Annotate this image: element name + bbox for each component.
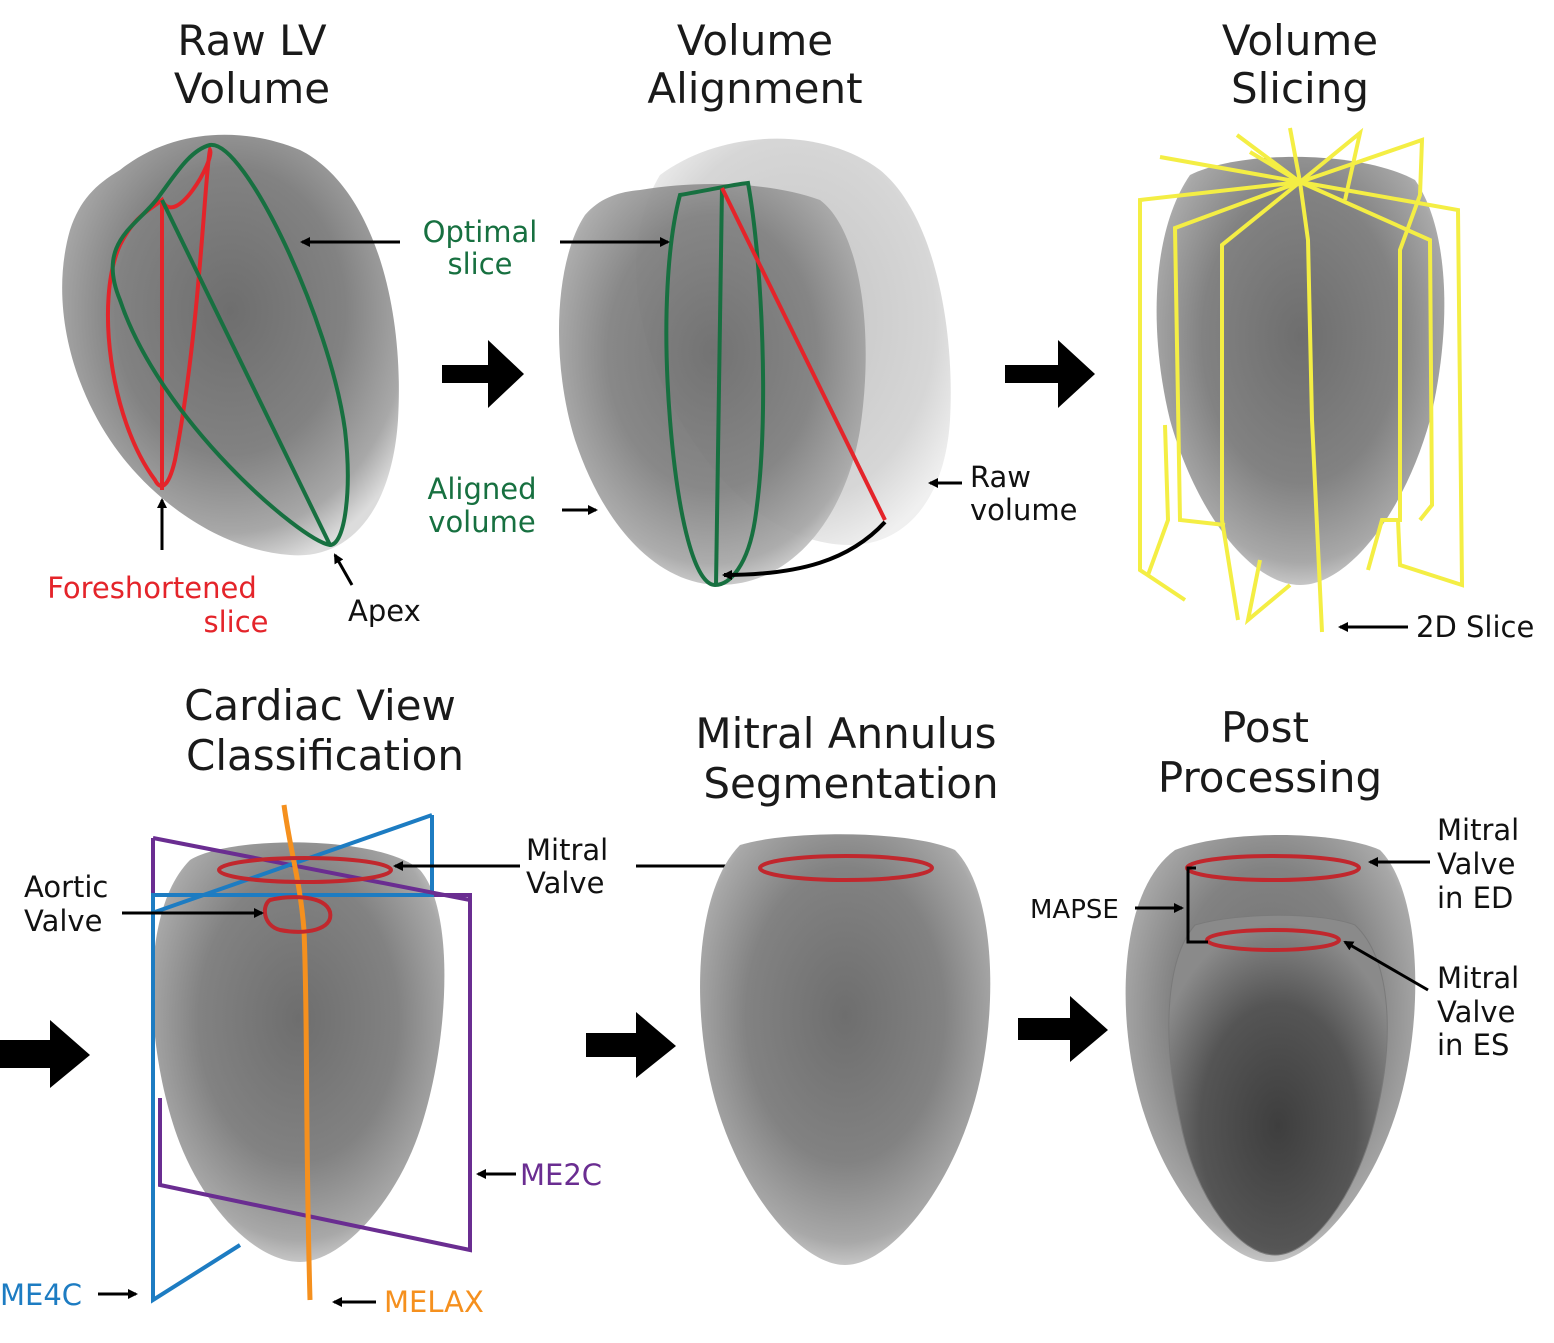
raw-title-line1: Raw LV	[177, 16, 326, 65]
foreshortened-slice-outline	[106, 144, 213, 488]
es-label-line1: Mitral	[1437, 961, 1519, 995]
pipeline-arrow-1	[442, 340, 524, 408]
panel-cardiac-view-classification: Cardiac View Classification Aortic Valve…	[0, 681, 602, 1319]
panel-volume-alignment: Volume Alignment Optimal slice Aligned v…	[423, 16, 1077, 588]
mitral-es-pointer	[1343, 940, 1429, 992]
aortic-label-line1: Aortic	[24, 870, 108, 904]
post-title-line2: Processing	[1158, 753, 1382, 802]
pipeline-arrow-5	[1018, 996, 1108, 1062]
slicing-title-line2: Slicing	[1231, 64, 1369, 113]
panel-mitral-annulus-segmentation: Mitral Annulus Segmentation Mitral Valve	[393, 709, 999, 1265]
melax-label: MELAX	[384, 1285, 484, 1319]
ed-label-line1: Mitral	[1437, 813, 1519, 847]
aortic-label-line2: Valve	[24, 904, 102, 938]
optimal-label-line2: slice	[447, 247, 512, 281]
slice2d-label: 2D Slice	[1416, 610, 1534, 644]
ed-label-line3: in ED	[1437, 881, 1513, 915]
post-es-volume-shape	[1168, 914, 1388, 1256]
segment-title-line1: Mitral Annulus	[695, 709, 996, 758]
optimal-slice-axis-aligned	[714, 187, 724, 586]
me2c-diagonal	[152, 836, 471, 902]
mitral-valve-ring-classify	[217, 856, 393, 884]
foreshortened-label-line2: slice	[203, 605, 268, 639]
pipeline-arrow-2	[1005, 340, 1095, 408]
me2c-plane	[151, 838, 472, 1253]
mapse-label: MAPSE	[1030, 895, 1119, 925]
alignment-rotation-arrow	[722, 520, 887, 580]
raw-volume-label-line2: volume	[970, 493, 1077, 527]
post-title-line1: Post	[1221, 703, 1309, 752]
pipeline-arrow-4	[586, 1012, 676, 1078]
mitral-label-line2: Valve	[526, 866, 604, 900]
mitral-valve-es-ring	[1205, 928, 1341, 952]
classify-volume-shape	[152, 842, 445, 1262]
classify-title-line1: Cardiac View	[184, 681, 456, 730]
mitral-valve-ring-segment	[758, 854, 934, 882]
aligned-volume-shape	[558, 184, 866, 585]
align-title-line2: Alignment	[647, 64, 862, 113]
foreshortened-label-line1: Foreshortened	[47, 571, 257, 605]
es-label-line3: in ES	[1437, 1028, 1509, 1062]
panel-volume-slicing: Volume Slicing 2D Slice	[1138, 16, 1534, 644]
ed-label-line2: Valve	[1437, 847, 1515, 881]
slicing-volume-shape	[1156, 156, 1445, 585]
align-title-line1: Volume	[677, 16, 833, 65]
panel-post-processing: Post Processing MAPSE Mitral Valve in ED…	[1030, 703, 1519, 1262]
slicing-title-line1: Volume	[1222, 16, 1378, 65]
pipeline-arrow-3	[0, 1020, 90, 1088]
aortic-valve-ring	[262, 895, 333, 934]
me4c-label: ME4C	[0, 1278, 82, 1312]
optimal-label-line1: Optimal	[423, 215, 538, 249]
aligned-label-line2: volume	[428, 505, 535, 539]
segment-volume-shape	[700, 834, 991, 1265]
me4c-plane	[151, 815, 434, 1304]
me2c-label: ME2C	[520, 1158, 602, 1192]
slicing-planes	[1138, 127, 1465, 633]
melax-plane	[281, 804, 313, 1301]
raw-title-line2: Volume	[174, 64, 330, 113]
es-label-line2: Valve	[1437, 995, 1515, 1029]
optimal-slice-outline-raw	[110, 143, 350, 548]
mitral-label-line1: Mitral	[526, 833, 608, 867]
classify-title-line2: Classification	[186, 731, 464, 780]
raw-volume-label-line1: Raw	[970, 460, 1031, 494]
optimal-slice-axis-raw	[160, 199, 332, 546]
raw-volume-axis	[720, 187, 887, 521]
apex-pointer	[333, 553, 354, 586]
segment-title-line2: Segmentation	[703, 759, 998, 808]
panel-raw-lv-volume: Raw LV Volume Foreshortened slice Apex	[47, 16, 421, 639]
apex-label: Apex	[348, 594, 421, 628]
aligned-label-line1: Aligned	[428, 472, 537, 506]
mapse-bracket	[1186, 866, 1208, 944]
